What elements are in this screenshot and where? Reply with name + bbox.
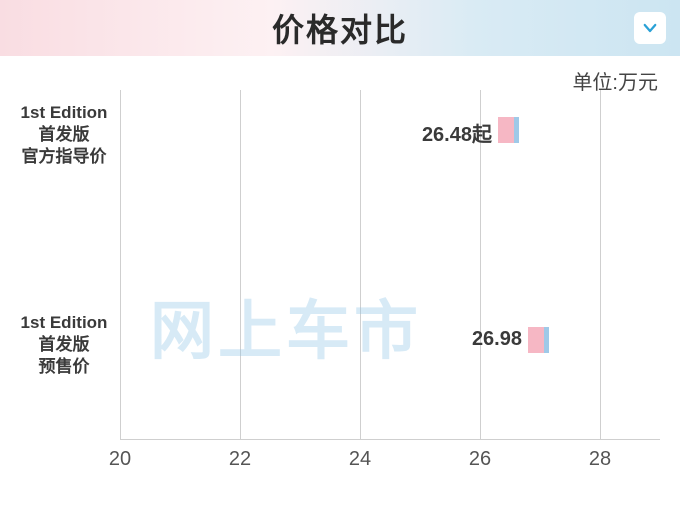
bar-segment (498, 117, 514, 143)
y-category-label: 1st Edition首发版预售价 (8, 312, 120, 378)
chevron-down-icon (641, 19, 659, 37)
dropdown-button[interactable] (634, 12, 666, 44)
y-category-label: 1st Edition首发版官方指导价 (8, 102, 120, 168)
x-tick: 24 (349, 448, 371, 471)
bar (528, 327, 549, 353)
header: 价格对比 (0, 0, 680, 56)
x-tick: 22 (229, 448, 251, 471)
x-tick: 26 (469, 448, 491, 471)
chart: 1st Edition首发版官方指导价 1st Edition首发版预售价 26.… (0, 90, 680, 470)
bar-value-label: 26.98 (472, 328, 522, 351)
x-axis (120, 439, 660, 440)
plot-area: 26.48起 26.98 (120, 90, 660, 440)
gridline (120, 90, 121, 440)
gridline (600, 90, 601, 440)
bar (498, 117, 519, 143)
x-tick: 20 (109, 448, 131, 471)
gridline (240, 90, 241, 440)
gridline (360, 90, 361, 440)
page-title: 价格对比 (0, 0, 680, 56)
x-tick: 28 (589, 448, 611, 471)
bar-value-label: 26.48起 (422, 118, 492, 147)
bar-segment (514, 117, 519, 143)
y-axis-labels: 1st Edition首发版官方指导价 1st Edition首发版预售价 (0, 90, 120, 440)
bar-segment (528, 327, 544, 353)
bar-segment (544, 327, 549, 353)
